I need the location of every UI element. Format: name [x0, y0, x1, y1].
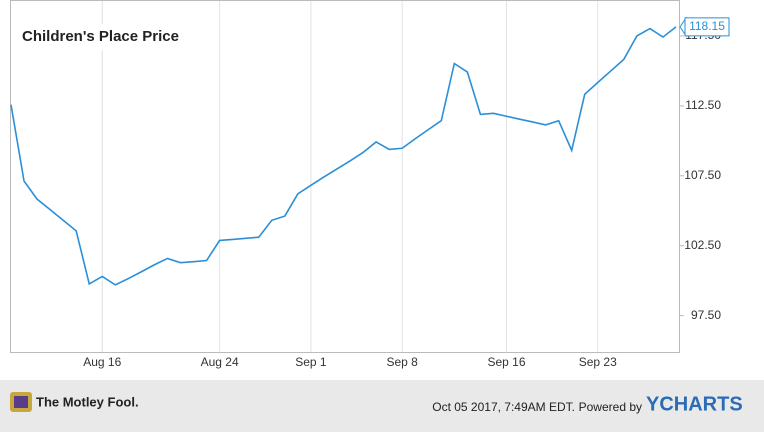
x-tick-label: Sep 8	[386, 355, 418, 369]
motley-fool-logo	[10, 392, 32, 412]
ycharts-logo: YCHARTS	[646, 393, 743, 415]
last-price-badge	[684, 17, 730, 37]
title-box	[14, 24, 194, 50]
price-line	[10, 26, 677, 286]
x-tick-label: Aug 16	[83, 355, 121, 369]
plot-frame	[10, 0, 680, 353]
footer-band	[0, 380, 764, 432]
y-tick-label: 112.50	[685, 98, 721, 112]
x-tick-label: Aug 24	[201, 355, 239, 369]
plot-area	[10, 1, 677, 352]
x-tick-label: Sep 23	[579, 355, 617, 369]
timestamp: Oct 05 2017, 7:49AM EDT.	[432, 400, 575, 414]
powered-by: Powered by	[579, 400, 642, 414]
x-tick-label: Sep 16	[487, 355, 525, 369]
y-tick-label: 97.50	[691, 308, 721, 322]
y-tick-label: 102.50	[684, 238, 721, 252]
last-price-label: 118.15	[689, 19, 725, 33]
y-tick-label: 107.50	[684, 168, 721, 182]
brand: The Motley Fool.	[36, 394, 139, 409]
chart-title: Children's Place Price	[22, 28, 179, 45]
x-tick-label: Sep 1	[295, 355, 327, 369]
